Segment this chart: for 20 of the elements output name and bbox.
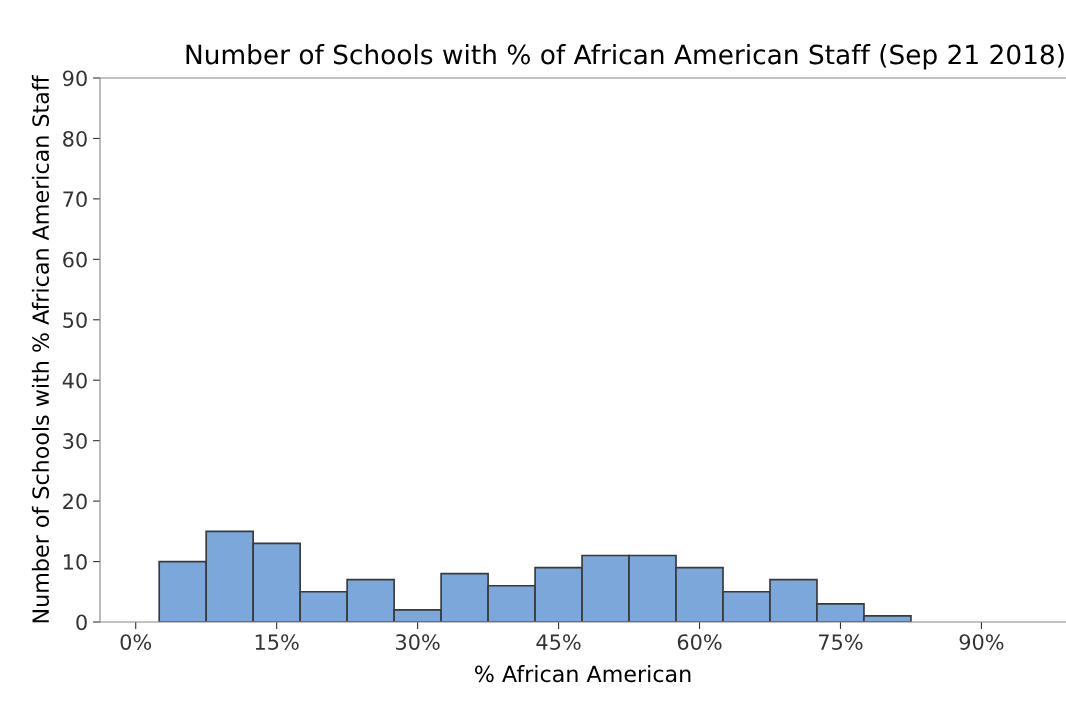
x-tick-label: 90% xyxy=(959,634,1004,650)
x-tick-label: 60% xyxy=(677,634,722,650)
chart-title: Number of Schools with % of African American Staff (Sep 21 2018) xyxy=(186,44,1064,70)
y-tick-label: 0 xyxy=(76,614,87,631)
x-tick-label: 0% xyxy=(120,634,152,650)
y-tick-label: 10 xyxy=(63,554,87,570)
x-tick-label: 15% xyxy=(255,634,299,650)
y-tick-label: 50 xyxy=(63,312,87,328)
y-tick-label: 80 xyxy=(63,130,87,147)
x-tick-label: 30% xyxy=(396,634,440,650)
x-tick-label: 75% xyxy=(819,634,863,650)
y-tick-label: 40 xyxy=(62,372,87,389)
x-axis-title: % African American xyxy=(475,665,691,683)
y-tick-label: 70 xyxy=(63,191,87,208)
y-tick-label: 60 xyxy=(63,251,87,268)
y-tick-label: 90 xyxy=(63,70,87,87)
y-tick-label: 30 xyxy=(63,433,87,449)
y-tick-label: 20 xyxy=(63,493,87,510)
y-axis-title: Number of Schools with % African American Staff xyxy=(31,75,50,623)
x-tick-label: 45% xyxy=(536,634,581,650)
